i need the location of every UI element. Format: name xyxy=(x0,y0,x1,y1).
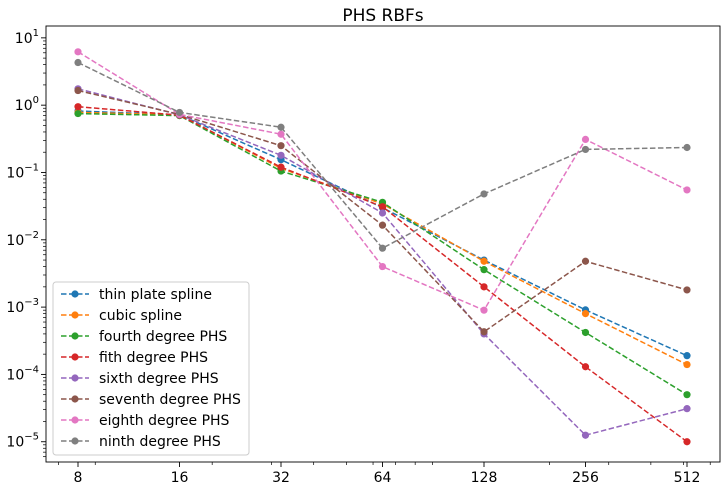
data-point xyxy=(480,257,488,265)
legend-marker xyxy=(71,374,79,382)
chart-title: PHS RBFs xyxy=(342,6,423,26)
y-tick-label: 10−1 xyxy=(6,162,39,181)
y-tick-label: 100 xyxy=(15,95,39,114)
data-point xyxy=(581,135,590,144)
x-tick-label: 512 xyxy=(674,470,701,486)
data-point xyxy=(74,48,82,56)
data-point xyxy=(683,360,691,369)
legend-label: fith degree PHS xyxy=(99,350,208,366)
data-point xyxy=(378,203,387,211)
data-point xyxy=(277,142,285,150)
legend-entry: fith degree PHS xyxy=(61,350,208,366)
data-point xyxy=(277,151,285,159)
data-point xyxy=(480,306,488,314)
data-point xyxy=(277,123,285,131)
series-layer xyxy=(74,48,691,446)
legend-marker xyxy=(71,332,79,340)
data-point xyxy=(581,310,590,318)
y-tick-label: 10−4 xyxy=(6,364,39,383)
x-tick-label: 8 xyxy=(74,470,83,486)
legend-marker xyxy=(71,353,79,361)
data-point xyxy=(277,163,285,171)
y-tick-label: 10−5 xyxy=(6,432,39,451)
legend-label: fourth degree PHS xyxy=(99,329,227,345)
x-tick-label: 64 xyxy=(374,470,392,486)
legend-marker xyxy=(71,395,79,403)
legend: thin plate spline cubic spline fourth degr… xyxy=(52,281,250,456)
data-point xyxy=(683,405,691,413)
x-tick-label: 256 xyxy=(572,470,599,486)
data-point xyxy=(581,431,590,439)
legend-entry: cubic spline xyxy=(61,308,182,324)
data-point xyxy=(581,257,590,265)
data-point xyxy=(74,86,82,95)
data-point xyxy=(378,221,387,229)
data-point xyxy=(581,363,590,371)
legend-label: sixth degree PHS xyxy=(99,371,219,387)
legend-label: thin plate spline xyxy=(99,287,212,303)
legend-marker xyxy=(71,290,79,298)
legend-marker xyxy=(71,416,79,424)
legend-label: cubic spline xyxy=(99,308,182,324)
legend-entry: fourth degree PHS xyxy=(61,329,227,345)
data-point xyxy=(683,391,691,399)
legend-label: eighth degree PHS xyxy=(99,413,230,429)
data-point xyxy=(581,145,590,154)
legend-marker xyxy=(71,437,79,445)
legend-box xyxy=(52,281,250,456)
y-tick-label: 10−3 xyxy=(6,297,39,316)
data-point xyxy=(378,244,387,252)
legend-marker xyxy=(71,311,79,319)
legend-entry: thin plate spline xyxy=(61,287,212,303)
x-tick-label: 128 xyxy=(471,470,498,486)
data-point xyxy=(480,283,488,291)
legend-label: seventh degree PHS xyxy=(99,392,241,408)
data-point xyxy=(480,328,488,336)
data-point xyxy=(480,266,488,274)
data-point xyxy=(74,103,82,111)
legend-entry: ninth degree PHS xyxy=(61,434,221,450)
data-point xyxy=(74,109,82,118)
y-tick-label: 10−2 xyxy=(6,230,39,249)
data-point xyxy=(683,352,691,360)
data-point xyxy=(683,438,691,446)
data-point xyxy=(378,262,387,271)
x-tick-label: 16 xyxy=(171,470,189,486)
data-point xyxy=(683,143,691,152)
series-ninth-degree-PHS xyxy=(74,58,691,252)
data-point xyxy=(74,58,82,67)
data-point xyxy=(683,186,691,194)
data-point xyxy=(480,190,488,198)
data-point xyxy=(581,328,590,337)
legend-entry: seventh degree PHS xyxy=(61,392,241,408)
data-point xyxy=(175,108,184,117)
legend-entry: eighth degree PHS xyxy=(61,413,230,429)
y-tick-label: 101 xyxy=(15,28,39,47)
legend-label: ninth degree PHS xyxy=(99,434,221,450)
data-point xyxy=(683,286,691,294)
x-tick-label: 32 xyxy=(272,470,290,486)
axes: 8 16 32 64 128 256 512 101 100 10−1 10−2 10−3 10−4 10… xyxy=(6,28,711,486)
legend-entry: sixth degree PHS xyxy=(61,371,219,387)
data-point xyxy=(378,209,387,217)
data-point xyxy=(277,130,285,138)
